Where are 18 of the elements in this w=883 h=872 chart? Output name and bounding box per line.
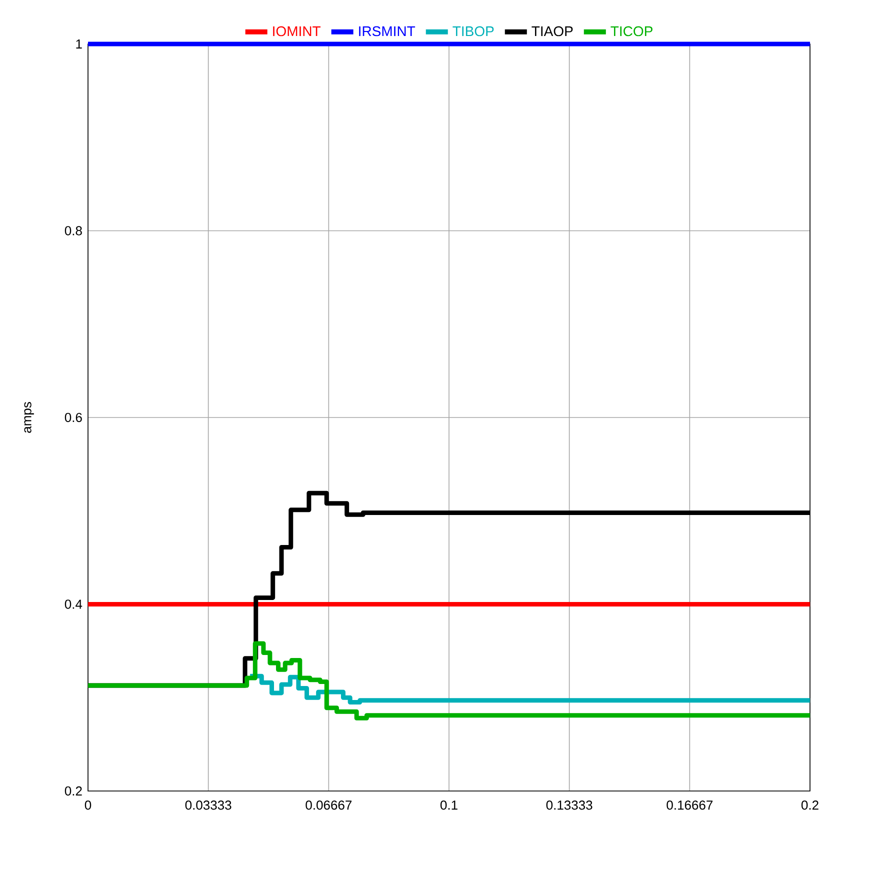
x-tick-label: 0 — [84, 800, 92, 810]
x-tick-label: 0.16667 — [666, 800, 713, 810]
legend-label: TIAOP — [532, 26, 573, 36]
legend-label: IOMINT — [273, 26, 321, 36]
y-axis-title: amps — [24, 402, 34, 433]
x-tick-label: 0.06667 — [306, 800, 352, 810]
x-tick-label: 0.2 — [801, 800, 818, 810]
x-tick-label: 0.03333 — [185, 800, 232, 810]
y-tick-label: 0.4 — [64, 600, 82, 609]
legend-label: TIBOP — [452, 26, 494, 36]
legend-label: TICOP — [610, 26, 652, 36]
x-tick-label: 0.1 — [440, 800, 458, 810]
y-tick-label: 0.2 — [64, 786, 82, 796]
x-tick-label: 0.13333 — [546, 800, 592, 810]
legend-label: IRSMINT — [359, 26, 416, 36]
y-tick-label: 0.6 — [64, 412, 82, 422]
y-tick-label: 0.8 — [64, 226, 82, 236]
y-tick-label: 1 — [76, 40, 82, 48]
